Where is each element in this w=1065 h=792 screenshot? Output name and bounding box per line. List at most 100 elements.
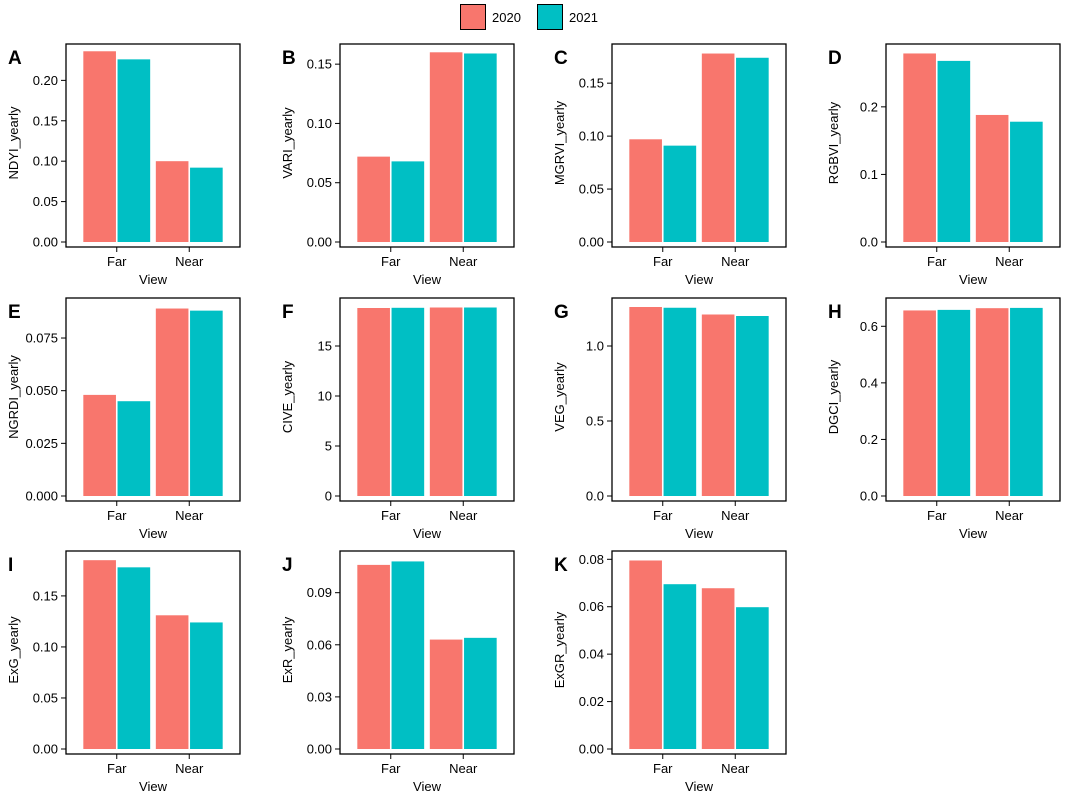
y-axis-label: ExG_yearly bbox=[6, 616, 21, 684]
x-axis-label: View bbox=[139, 272, 168, 287]
panel-letter: C bbox=[554, 48, 568, 69]
plot-frame bbox=[611, 43, 787, 248]
plot-frame bbox=[885, 297, 1061, 502]
y-tick-label: 1.0 bbox=[586, 339, 604, 354]
x-tick-label: Far bbox=[107, 254, 127, 269]
y-tick-label: 0.0 bbox=[586, 489, 604, 504]
y-tick-label: 0.20 bbox=[33, 73, 58, 88]
panel-letter: D bbox=[828, 48, 842, 69]
bar-2021-near bbox=[736, 316, 769, 496]
bar-2021-near bbox=[464, 307, 497, 496]
plot-frame bbox=[611, 550, 787, 755]
y-axis-label: NDYI_yearly bbox=[6, 106, 21, 179]
y-tick-label: 0.0 bbox=[860, 489, 878, 504]
bar-2020-near bbox=[701, 588, 735, 749]
bar-2021-near bbox=[190, 310, 223, 496]
bar-2020-far bbox=[357, 564, 390, 749]
panel-b: B 0.00 0.05 0.10 0.15 VARI_yearly Far Near View bbox=[280, 43, 515, 287]
x-axis-label: View bbox=[139, 526, 168, 541]
bar-2021-far bbox=[391, 161, 425, 242]
legend-item-2020: 2020 bbox=[460, 4, 521, 30]
panel-letter: E bbox=[8, 302, 21, 323]
y-tick-label: 5 bbox=[325, 439, 332, 454]
x-tick-label: Near bbox=[995, 254, 1024, 269]
plot-frame bbox=[65, 43, 241, 248]
y-tick-label: 0.4 bbox=[860, 375, 878, 390]
panel-c: C 0.00 0.05 0.10 0.15 MGRVI_yearly Far Near View bbox=[552, 43, 787, 287]
panel-h: H 0.0 0.2 0.4 0.6 DGCI_yearly Far Near View bbox=[826, 297, 1061, 541]
y-tick-label: 0.09 bbox=[307, 585, 332, 600]
plot-frame bbox=[885, 43, 1061, 248]
y-tick-label: 0.00 bbox=[307, 742, 332, 757]
y-axis-label: VEG_yearly bbox=[552, 362, 567, 432]
y-tick-label: 0.10 bbox=[579, 129, 604, 144]
x-tick-label: Far bbox=[107, 508, 127, 523]
x-axis-label: View bbox=[959, 526, 988, 541]
bar-2020-near bbox=[155, 615, 189, 749]
x-tick-label: Near bbox=[995, 508, 1024, 523]
x-axis-label: View bbox=[413, 526, 442, 541]
panel-a: A 0.00 0.05 0.10 0.15 0.20 NDYI_yearly Far Near V… bbox=[6, 43, 241, 287]
y-tick-label: 15 bbox=[318, 339, 332, 354]
y-tick-label: 0.10 bbox=[307, 116, 332, 131]
x-tick-label: Near bbox=[449, 508, 478, 523]
bar-2021-near bbox=[1010, 307, 1043, 496]
y-tick-label: 0.10 bbox=[33, 639, 58, 654]
y-tick-label: 0.6 bbox=[860, 319, 878, 334]
x-axis-label: View bbox=[685, 779, 714, 792]
legend-label-2020: 2020 bbox=[492, 9, 521, 25]
x-axis-label: View bbox=[959, 272, 988, 287]
y-tick-label: 0.000 bbox=[25, 489, 58, 504]
panel-letter: K bbox=[554, 555, 568, 576]
bar-2020-far bbox=[357, 308, 390, 496]
plot-frame bbox=[339, 550, 515, 755]
y-tick-label: 0.050 bbox=[25, 383, 58, 398]
legend-item-2021: 2021 bbox=[537, 4, 598, 30]
bar-2020-far bbox=[629, 560, 662, 749]
y-axis-label: ExR_yearly bbox=[280, 616, 295, 683]
bar-2021-far bbox=[391, 561, 425, 749]
x-tick-label: Near bbox=[721, 508, 750, 523]
x-tick-label: Far bbox=[381, 508, 401, 523]
y-tick-label: 0.5 bbox=[586, 414, 604, 429]
y-tick-label: 0.05 bbox=[579, 182, 604, 197]
x-tick-label: Far bbox=[653, 761, 673, 776]
y-tick-label: 0.10 bbox=[33, 154, 58, 169]
x-tick-label: Near bbox=[175, 508, 204, 523]
panel-letter: A bbox=[8, 48, 22, 69]
y-tick-label: 0.0 bbox=[860, 235, 878, 250]
y-tick-label: 0.02 bbox=[579, 694, 604, 709]
x-tick-label: Near bbox=[175, 254, 204, 269]
panel-j: J 0.00 0.03 0.06 0.09 ExR_yearly Far Near View bbox=[280, 550, 515, 792]
x-tick-label: Far bbox=[381, 761, 401, 776]
bar-2021-far bbox=[663, 145, 697, 242]
y-axis-label: MGRVI_yearly bbox=[552, 100, 567, 185]
x-tick-label: Far bbox=[653, 508, 673, 523]
panel-e: E 0.000 0.025 0.050 0.075 NGRDI_yearly Far Near… bbox=[6, 297, 241, 541]
panel-letter: H bbox=[828, 302, 842, 323]
bar-2020-near bbox=[701, 314, 735, 496]
y-tick-label: 0.15 bbox=[307, 57, 332, 72]
bar-2021-near bbox=[464, 637, 497, 749]
x-tick-label: Near bbox=[721, 761, 750, 776]
bar-2021-near bbox=[190, 167, 223, 242]
bar-2021-near bbox=[464, 53, 497, 242]
bar-2020-near bbox=[975, 308, 1009, 496]
bar-2020-far bbox=[903, 310, 936, 496]
y-tick-label: 0.06 bbox=[579, 599, 604, 614]
y-axis-label: ExGR_yearly bbox=[552, 611, 567, 688]
y-tick-label: 0.00 bbox=[33, 235, 58, 250]
y-tick-label: 0.08 bbox=[579, 552, 604, 567]
bar-2020-near bbox=[155, 161, 189, 242]
panel-letter: G bbox=[554, 302, 569, 323]
x-tick-label: Far bbox=[107, 761, 127, 776]
legend-swatch-2020 bbox=[460, 4, 486, 30]
bar-2021-far bbox=[117, 401, 151, 496]
bar-2021-far bbox=[663, 584, 697, 749]
bar-2021-near bbox=[736, 607, 769, 749]
bar-2021-far bbox=[117, 59, 151, 242]
x-axis-label: View bbox=[413, 272, 442, 287]
x-tick-label: Far bbox=[927, 508, 947, 523]
panel-f: F 0 5 10 15 CIVE_yearly Far Near View bbox=[280, 297, 515, 541]
plot-frame bbox=[339, 43, 515, 248]
